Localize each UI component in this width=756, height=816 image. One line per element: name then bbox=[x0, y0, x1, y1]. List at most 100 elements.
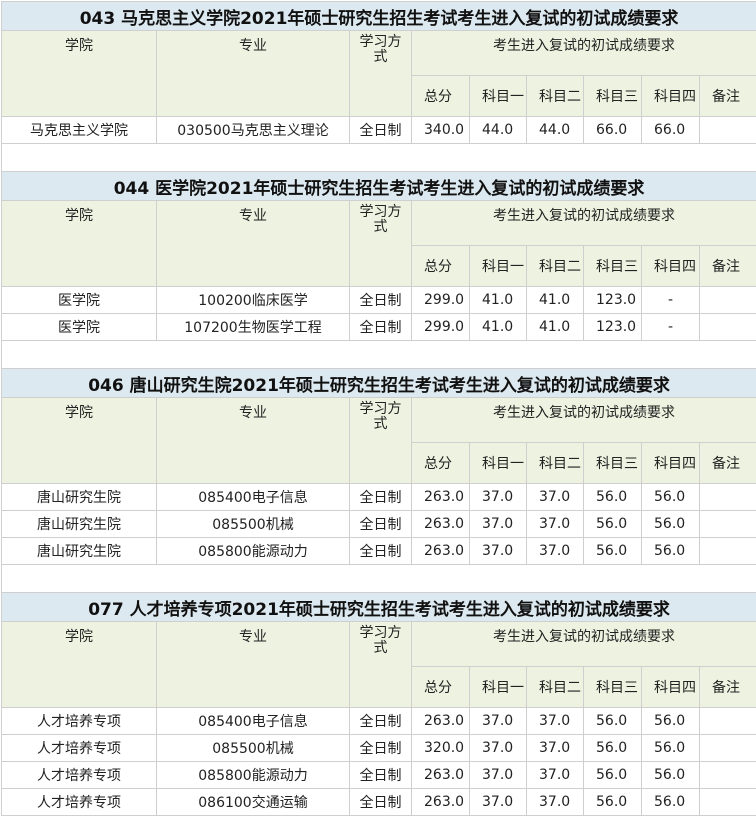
table-cell: 263.0 bbox=[412, 789, 470, 816]
table-cell: 全日制 bbox=[350, 117, 412, 144]
header-mode: 学习方式 bbox=[350, 398, 412, 484]
header-mode: 学习方式 bbox=[350, 622, 412, 708]
table-cell: 人才培养专项 bbox=[2, 735, 157, 762]
table-cell: - bbox=[642, 287, 700, 314]
subheader-cell: 科目三 bbox=[584, 443, 642, 484]
header-score-requirements: 考生进入复试的初试成绩要求 bbox=[412, 201, 756, 246]
section-title: 044 医学院2021年硕士研究生招生考试考生进入复试的初试成绩要求 bbox=[2, 172, 756, 201]
table-cell: 263.0 bbox=[412, 538, 470, 565]
table-cell: 56.0 bbox=[584, 708, 642, 735]
table-cell: 全日制 bbox=[350, 287, 412, 314]
table-cell: 085800能源动力 bbox=[157, 762, 350, 789]
table-cell: 123.0 bbox=[584, 314, 642, 341]
subheader-cell: 科目二 bbox=[527, 246, 584, 287]
table-cell: 37.0 bbox=[470, 511, 527, 538]
spacer-cell bbox=[2, 144, 756, 172]
table-cell: 085500机械 bbox=[157, 511, 350, 538]
table-cell: 唐山研究生院 bbox=[2, 484, 157, 511]
table-cell: 41.0 bbox=[527, 287, 584, 314]
table-cell: 37.0 bbox=[527, 735, 584, 762]
table-cell: 100200临床医学 bbox=[157, 287, 350, 314]
table-cell: 299.0 bbox=[412, 287, 470, 314]
table-cell: 56.0 bbox=[584, 484, 642, 511]
table-cell: 人才培养专项 bbox=[2, 708, 157, 735]
table-cell: 56.0 bbox=[642, 762, 700, 789]
table-cell: 56.0 bbox=[584, 762, 642, 789]
subheader-cell: 科目一 bbox=[470, 246, 527, 287]
spacer-row bbox=[2, 565, 756, 593]
table-cell: 41.0 bbox=[470, 287, 527, 314]
table-cell: 人才培养专项 bbox=[2, 762, 157, 789]
header-score-requirements: 考生进入复试的初试成绩要求 bbox=[412, 31, 756, 76]
subheader-cell: 备注 bbox=[700, 667, 756, 708]
section-title-row: 046 唐山研究生院2021年硕士研究生招生考试考生进入复试的初试成绩要求 bbox=[2, 369, 756, 398]
subheader-cell: 科目二 bbox=[527, 667, 584, 708]
table-cell: 263.0 bbox=[412, 484, 470, 511]
subheader-cell: 科目四 bbox=[642, 76, 700, 117]
table-cell: 马克思主义学院 bbox=[2, 117, 157, 144]
table-cell bbox=[700, 735, 756, 762]
table-cell: 56.0 bbox=[642, 538, 700, 565]
header-college: 学院 bbox=[2, 622, 157, 708]
table-cell: 唐山研究生院 bbox=[2, 538, 157, 565]
table-cell: 44.0 bbox=[470, 117, 527, 144]
table-cell bbox=[700, 708, 756, 735]
section-title-row: 077 人才培养专项2021年硕士研究生招生考试考生进入复试的初试成绩要求 bbox=[2, 593, 756, 622]
subheader-cell: 科目四 bbox=[642, 246, 700, 287]
header-major: 专业 bbox=[157, 622, 350, 708]
table-cell: 37.0 bbox=[527, 538, 584, 565]
subheader-cell: 科目二 bbox=[527, 443, 584, 484]
spacer-cell bbox=[2, 341, 756, 369]
table-cell: 56.0 bbox=[642, 789, 700, 816]
table-cell: 37.0 bbox=[470, 708, 527, 735]
subheader-cell: 科目三 bbox=[584, 76, 642, 117]
table-cell: 030500马克思主义理论 bbox=[157, 117, 350, 144]
subheader-cell: 备注 bbox=[700, 246, 756, 287]
spacer-cell bbox=[2, 565, 756, 593]
spacer-row bbox=[2, 341, 756, 369]
header-college: 学院 bbox=[2, 398, 157, 484]
table-cell: 44.0 bbox=[527, 117, 584, 144]
table-cell: 37.0 bbox=[470, 762, 527, 789]
section-title-row: 044 医学院2021年硕士研究生招生考试考生进入复试的初试成绩要求 bbox=[2, 172, 756, 201]
table-cell: 医学院 bbox=[2, 287, 157, 314]
table-cell: 085400电子信息 bbox=[157, 484, 350, 511]
table-cell: 全日制 bbox=[350, 789, 412, 816]
table-cell: 086100交通运输 bbox=[157, 789, 350, 816]
table-cell bbox=[700, 484, 756, 511]
table-cell: 37.0 bbox=[527, 789, 584, 816]
table-cell: 107200生物医学工程 bbox=[157, 314, 350, 341]
table-cell: 37.0 bbox=[470, 484, 527, 511]
subheader-cell: 科目一 bbox=[470, 443, 527, 484]
subheader-cell: 科目三 bbox=[584, 246, 642, 287]
subheader-cell: 备注 bbox=[700, 443, 756, 484]
table-cell: 全日制 bbox=[350, 708, 412, 735]
table-cell: 37.0 bbox=[527, 762, 584, 789]
header-row: 学院专业学习方式考生进入复试的初试成绩要求 bbox=[2, 398, 756, 443]
header-row: 学院专业学习方式考生进入复试的初试成绩要求 bbox=[2, 201, 756, 246]
table-cell: 41.0 bbox=[527, 314, 584, 341]
subheader-cell: 备注 bbox=[700, 76, 756, 117]
subheader-cell: 总分 bbox=[412, 667, 470, 708]
table-cell: 全日制 bbox=[350, 735, 412, 762]
subheader-cell: 科目一 bbox=[470, 76, 527, 117]
header-major: 专业 bbox=[157, 398, 350, 484]
table-cell bbox=[700, 538, 756, 565]
table-cell: 085500机械 bbox=[157, 735, 350, 762]
table-cell: 123.0 bbox=[584, 287, 642, 314]
table-cell: 56.0 bbox=[584, 538, 642, 565]
table-cell: 全日制 bbox=[350, 484, 412, 511]
table-cell: 37.0 bbox=[470, 538, 527, 565]
table-cell: 263.0 bbox=[412, 511, 470, 538]
table-cell bbox=[700, 314, 756, 341]
table-cell: 263.0 bbox=[412, 762, 470, 789]
table-cell: 37.0 bbox=[470, 789, 527, 816]
header-college: 学院 bbox=[2, 31, 157, 117]
